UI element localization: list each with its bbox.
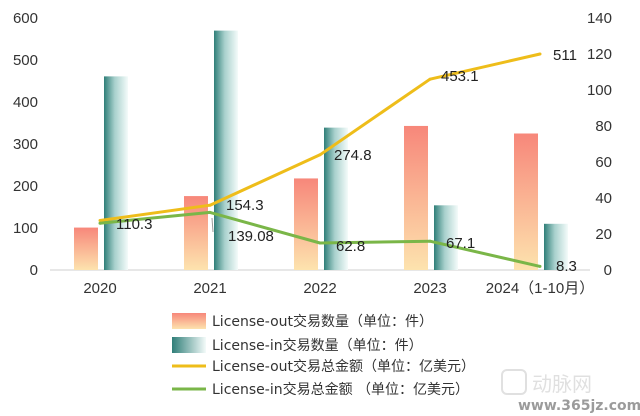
left-tick-label: 200 [13, 178, 38, 195]
bar-license-in-count [214, 30, 238, 270]
legend-label-out-count: License-out交易数量（单位：件） [212, 313, 433, 330]
data-label-in-amount: 67.1 [446, 235, 475, 252]
legend: License-out交易数量（单位：件） License-in交易数量（单位：… [172, 313, 475, 398]
left-tick-label: 300 [13, 136, 38, 153]
x-tick-label: 2024（1-10月） [486, 280, 594, 297]
line-series-group [98, 52, 542, 268]
data-label-in-amount: 62.8 [336, 238, 365, 255]
x-tick-label: 2021 [193, 280, 226, 297]
watermark-logo-text: 动脉网 [532, 372, 592, 396]
bar-license-in-count [324, 127, 348, 271]
left-tick-label: 500 [13, 52, 38, 69]
label-leader-line [211, 217, 214, 233]
point-license-in-amount [208, 210, 212, 214]
right-tick-label: 60 [595, 154, 612, 171]
point-license-out-amount [318, 153, 322, 157]
bar-license-in-count [104, 76, 128, 270]
legend-label-out-amount: License-out交易总金额（单位：亿美元） [212, 358, 475, 375]
point-license-in-amount [428, 239, 432, 243]
data-label-out-amount: 274.8 [334, 147, 372, 164]
data-label-in-amount: 110.3 [116, 216, 152, 233]
bar-series-group [74, 30, 568, 271]
point-license-out-amount [428, 77, 432, 81]
left-tick-label: 600 [13, 10, 38, 27]
legend-swatch-in-count [172, 337, 206, 353]
bar-license-out-count [294, 178, 318, 270]
legend-swatch-out-count [172, 313, 206, 329]
data-label-out-amount: 453.1 [441, 68, 479, 85]
legend-label-in-amount: License-in交易总金额 （单位：亿美元） [212, 381, 469, 398]
bar-license-in-count [544, 223, 568, 270]
left-tick-label: 0 [30, 262, 38, 279]
left-tick-label: 100 [13, 220, 38, 237]
watermark-logo-box [501, 369, 527, 395]
right-tick-label: 120 [587, 46, 612, 63]
right-y-axis: 0 20 40 60 80 100 120 140 [587, 10, 612, 279]
left-tick-label: 400 [13, 94, 38, 111]
bar-license-out-count [74, 227, 98, 270]
x-tick-label: 2022 [303, 280, 336, 297]
x-axis-ticks: 2020 2021 2022 2023 2024（1-10月） [83, 280, 594, 297]
bar-license-out-count [404, 125, 428, 270]
data-label-out-amount: 511 [553, 47, 577, 64]
data-label-in-amount: 154.3 [226, 197, 264, 214]
point-license-in-amount [318, 241, 322, 245]
watermark-url: www.365jz.com [518, 398, 640, 414]
x-tick-label: 2023 [413, 280, 446, 297]
point-license-in-amount [98, 221, 102, 225]
watermark: 动脉网 www.365jz.com [501, 369, 640, 414]
bar-license-in-count [434, 205, 458, 270]
data-label-in-amount: 8.3 [556, 258, 577, 275]
right-tick-label: 80 [595, 118, 612, 135]
right-tick-label: 40 [595, 190, 612, 207]
data-label-out-amount-2021: 139.08 [228, 228, 274, 245]
left-y-axis: 0 100 200 300 400 500 600 [13, 10, 38, 279]
right-tick-label: 100 [587, 82, 612, 99]
right-tick-label: 0 [604, 262, 612, 279]
data-label-group: 274.8 453.1 511 110.3 154.3 62.8 67.1 8.3 139.08 [116, 47, 577, 275]
point-license-out-amount [208, 203, 212, 207]
point-license-out-amount [98, 219, 102, 222]
x-tick-label: 2020 [83, 280, 116, 297]
bar-license-out-count [514, 133, 538, 270]
point-license-in-amount [538, 264, 542, 268]
point-license-out-amount [538, 52, 542, 56]
legend-label-in-count: License-in交易数量（单位：件） [212, 337, 423, 354]
right-tick-label: 140 [587, 10, 612, 27]
right-tick-label: 20 [595, 226, 612, 243]
